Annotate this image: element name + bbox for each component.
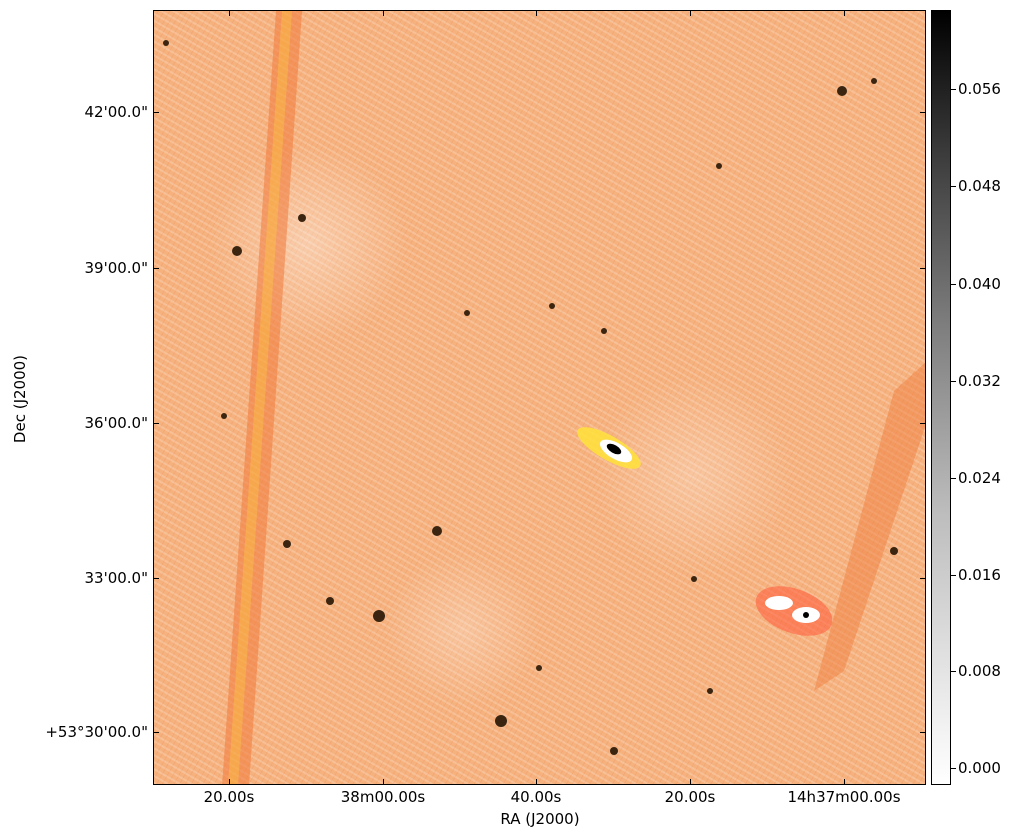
x-tick-mark bbox=[844, 779, 845, 785]
y-tick-label: 42'00.0" bbox=[84, 103, 148, 121]
y-tick-mark-right bbox=[920, 732, 926, 733]
y-tick-mark-right bbox=[920, 423, 926, 424]
y-tick-mark-right bbox=[920, 112, 926, 113]
colorbar-tick-mark bbox=[951, 478, 956, 479]
x-tick-label: 14h37m00.00s bbox=[787, 788, 901, 806]
artifact-streak-right bbox=[814, 362, 925, 691]
y-tick-mark-right bbox=[920, 268, 926, 269]
x-tick-label: 20.00s bbox=[203, 788, 255, 806]
x-tick-mark bbox=[229, 779, 230, 785]
y-tick-label: 33'00.0" bbox=[84, 569, 148, 587]
y-tick-mark-right bbox=[920, 578, 926, 579]
y-axis-label: Dec (J2000) bbox=[11, 354, 29, 444]
x-tick-mark-top bbox=[690, 10, 691, 16]
colorbar-tick-mark bbox=[951, 284, 956, 285]
x-tick-label: 40.00s bbox=[510, 788, 562, 806]
colorbar-tick-mark bbox=[951, 381, 956, 382]
x-tick-mark-top bbox=[383, 10, 384, 16]
x-tick-label: 20.00s bbox=[664, 788, 716, 806]
artifact-streak-left-core bbox=[228, 11, 292, 784]
y-tick-label: +53°30'00.0" bbox=[45, 723, 148, 741]
colorbar-tick-label: 0.032 bbox=[958, 372, 1001, 390]
colorbar-tick-label: 0.016 bbox=[958, 566, 1001, 584]
x-tick-mark bbox=[536, 779, 537, 785]
sky-image bbox=[153, 10, 926, 785]
colorbar-tick-label: 0.000 bbox=[958, 759, 1001, 777]
y-tick-mark bbox=[153, 423, 159, 424]
colorbar-tick-mark bbox=[951, 186, 956, 187]
colorbar-tick-mark bbox=[951, 89, 956, 90]
x-axis-label: RA (J2000) bbox=[500, 810, 580, 828]
y-tick-mark bbox=[153, 112, 159, 113]
x-tick-mark-top bbox=[536, 10, 537, 16]
x-tick-mark-top bbox=[229, 10, 230, 16]
colorbar-tick-mark bbox=[951, 671, 956, 672]
y-tick-label: 36'00.0" bbox=[84, 414, 148, 432]
y-tick-mark bbox=[153, 268, 159, 269]
central-source-core bbox=[606, 443, 622, 455]
compact-sources bbox=[163, 40, 898, 755]
y-tick-label: 39'00.0" bbox=[84, 259, 148, 277]
x-tick-label: 38m00.00s bbox=[340, 788, 426, 806]
x-tick-mark bbox=[383, 779, 384, 785]
colorbar-tick-label: 0.040 bbox=[958, 275, 1001, 293]
colorbar-tick-label: 0.056 bbox=[958, 80, 1001, 98]
x-tick-mark-top bbox=[844, 10, 845, 16]
colorbar-tick-mark bbox=[951, 575, 956, 576]
sky-image-overlay bbox=[163, 11, 925, 784]
bright-source-core bbox=[803, 612, 809, 618]
colorbar bbox=[931, 10, 951, 785]
x-tick-mark bbox=[690, 779, 691, 785]
colorbar-tick-mark bbox=[951, 768, 956, 769]
bright-source-a bbox=[765, 596, 793, 610]
y-tick-mark bbox=[153, 578, 159, 579]
colorbar-tick-label: 0.024 bbox=[958, 469, 1001, 487]
y-tick-mark bbox=[153, 732, 159, 733]
colorbar-tick-label: 0.008 bbox=[958, 662, 1001, 680]
artifact-streak-left bbox=[222, 11, 302, 784]
colorbar-tick-label: 0.048 bbox=[958, 177, 1001, 195]
